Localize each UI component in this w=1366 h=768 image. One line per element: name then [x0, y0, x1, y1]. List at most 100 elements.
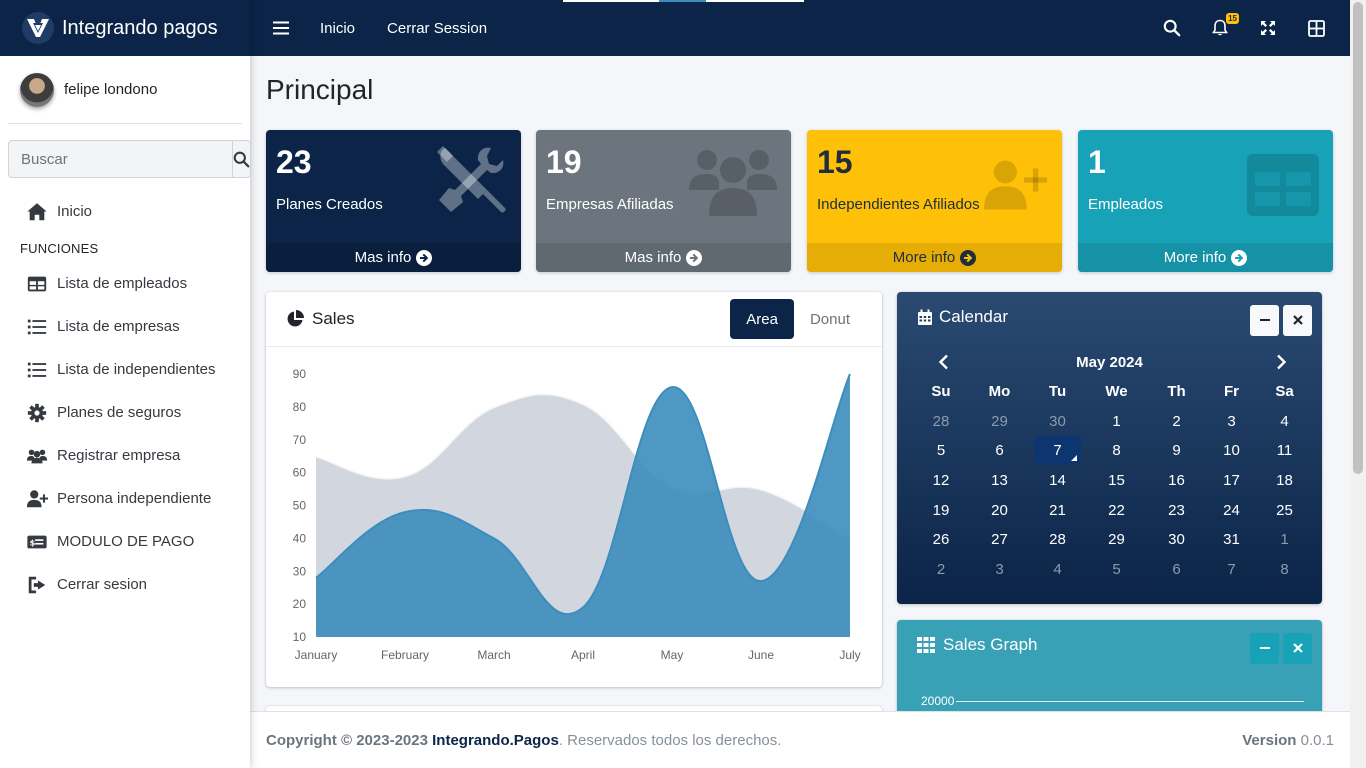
- calendar-day[interactable]: 20: [991, 501, 1008, 519]
- calendar-day[interactable]: 30: [1049, 412, 1066, 430]
- sidebar-item-lista-empresas[interactable]: Lista de empresas: [0, 305, 250, 348]
- calendar-day[interactable]: 12: [932, 472, 950, 490]
- x-tick-label: April: [571, 648, 595, 662]
- remove-button[interactable]: [1283, 632, 1312, 664]
- close-icon: [1292, 315, 1303, 325]
- calendar-day[interactable]: 4: [1280, 412, 1289, 430]
- calendar-day[interactable]: 11: [1276, 442, 1293, 460]
- card-below-fold: [266, 706, 882, 711]
- table-icon: [27, 276, 47, 291]
- calendar-day[interactable]: 8: [1112, 442, 1121, 460]
- calendar-day[interactable]: 2: [1172, 412, 1181, 430]
- calendar-day[interactable]: 24: [1223, 501, 1240, 519]
- calendar-day[interactable]: 28: [1049, 531, 1066, 549]
- calendar-day[interactable]: 8: [1280, 560, 1289, 578]
- calendar-day[interactable]: 13: [991, 472, 1008, 490]
- navbar-search-button[interactable]: [1162, 18, 1182, 38]
- more-info-link[interactable]: More info: [807, 243, 1062, 272]
- calendar-day[interactable]: 16: [1168, 472, 1185, 490]
- more-info-link[interactable]: Mas info: [536, 243, 791, 272]
- calendar-day[interactable]: 6: [1172, 560, 1181, 578]
- calendar-day[interactable]: 17: [1223, 472, 1240, 490]
- sidebar-item-modulo-pago[interactable]: $ MODULO DE PAGO: [0, 520, 250, 563]
- calendar-day[interactable]: 28: [932, 412, 950, 430]
- fullscreen-button[interactable]: [1258, 18, 1278, 38]
- sales-graph-axis: 20000: [921, 694, 1305, 708]
- calendar-day[interactable]: 3: [995, 560, 1004, 578]
- calendar-day[interactable]: 2: [936, 560, 946, 578]
- calendar-day[interactable]: 3: [1227, 412, 1236, 430]
- calendar-day[interactable]: 21: [1049, 501, 1066, 519]
- calendar-weekday-row: Su Mo Tu We Th Fr Sa: [917, 377, 1307, 407]
- y-tick-label: 40: [293, 531, 307, 545]
- tab-donut[interactable]: Donut: [809, 310, 850, 328]
- hamburger-menu-icon[interactable]: [272, 19, 290, 37]
- calendar-day[interactable]: 18: [1276, 472, 1293, 490]
- remove-button[interactable]: [1283, 304, 1312, 336]
- more-info-link[interactable]: Mas info: [266, 243, 521, 272]
- search-button[interactable]: [232, 140, 251, 178]
- sidebar-item-cerrar-sesion[interactable]: Cerrar sesion: [0, 563, 250, 606]
- tab-area[interactable]: Area: [730, 299, 794, 339]
- brand-logo-icon: [22, 12, 54, 44]
- avatar[interactable]: [20, 72, 54, 107]
- sidebar-item-label: Cerrar sesion: [57, 576, 148, 593]
- calendar-day[interactable]: 9: [1172, 442, 1181, 460]
- calendar-day[interactable]: 29: [991, 412, 1008, 430]
- series-area: [316, 374, 850, 637]
- sidebar-item-registrar-empresa[interactable]: Registrar empresa: [0, 434, 250, 477]
- user-name[interactable]: felipe londono: [64, 81, 158, 98]
- search-input[interactable]: [8, 140, 232, 178]
- calendar-day[interactable]: 29: [1108, 531, 1125, 549]
- control-sidebar-button[interactable]: [1306, 18, 1326, 38]
- sidebar-item-lista-independientes[interactable]: Lista de independientes: [0, 348, 250, 391]
- calendar-day[interactable]: 1: [1112, 412, 1121, 430]
- sidebar-item-planes-seguros[interactable]: Planes de seguros: [0, 391, 250, 434]
- stat-value: 15: [817, 144, 853, 180]
- calendar-day[interactable]: 14: [1049, 472, 1066, 490]
- calendar-day[interactable]: 5: [936, 442, 946, 460]
- calendar-day[interactable]: 22: [1108, 501, 1125, 519]
- page-scrollbar[interactable]: [1350, 0, 1366, 768]
- arrow-circle-right-icon: [1231, 249, 1248, 266]
- calendar-day[interactable]: 25: [1276, 501, 1293, 519]
- calendar-day[interactable]: 15: [1108, 472, 1125, 490]
- calendar-day[interactable]: 7: [1227, 560, 1236, 578]
- chevron-left-icon[interactable]: [937, 354, 951, 370]
- calendar-day[interactable]: 30: [1168, 531, 1185, 549]
- home-icon: [27, 202, 47, 220]
- calendar-day[interactable]: 6: [995, 442, 1004, 460]
- sidebar-item-lista-empleados[interactable]: Lista de empleados: [0, 262, 250, 305]
- collapse-button[interactable]: [1250, 304, 1279, 336]
- th-large-icon: [1307, 19, 1325, 37]
- scrollbar-thumb[interactable]: [1353, 2, 1363, 474]
- stat-value: 19: [546, 144, 582, 180]
- user-panel[interactable]: felipe londono: [8, 56, 242, 124]
- footer-brand-link[interactable]: Integrando.Pagos: [432, 731, 559, 749]
- card-tools: [1250, 304, 1312, 336]
- more-info-link[interactable]: More info: [1078, 243, 1333, 272]
- calendar-day[interactable]: 7: [1034, 436, 1081, 466]
- calendar-day[interactable]: 5: [1112, 560, 1121, 578]
- stat-label: Planes Creados: [276, 196, 383, 213]
- calendar-day[interactable]: 26: [932, 531, 950, 549]
- calendar-day[interactable]: 1: [1280, 531, 1289, 549]
- calendar-day[interactable]: 19: [932, 501, 950, 519]
- calendar-day[interactable]: 31: [1223, 531, 1240, 549]
- main-footer: Copyright © 2023-2023 Integrando.Pagos. …: [250, 711, 1350, 768]
- calendar-day[interactable]: 23: [1168, 501, 1185, 519]
- card-title: Calendar: [939, 307, 1008, 326]
- notifications-button[interactable]: 15: [1210, 13, 1239, 38]
- users-icon: [26, 449, 48, 463]
- sidebar-item-persona-independiente[interactable]: Persona independiente: [0, 477, 250, 520]
- calendar-day[interactable]: 10: [1223, 442, 1240, 460]
- collapse-button[interactable]: [1250, 632, 1279, 664]
- calendar-day[interactable]: 4: [1053, 560, 1062, 578]
- calendar-day[interactable]: 27: [991, 531, 1008, 549]
- chart-tabs: Area Donut: [730, 299, 866, 339]
- brand-link[interactable]: Integrando pagos: [0, 0, 250, 56]
- chevron-right-icon[interactable]: [1274, 354, 1288, 370]
- nav-link-inicio[interactable]: Inicio: [320, 19, 356, 37]
- nav-link-cerrar-session[interactable]: Cerrar Session: [387, 19, 488, 37]
- sidebar-item-inicio[interactable]: Inicio: [0, 190, 250, 233]
